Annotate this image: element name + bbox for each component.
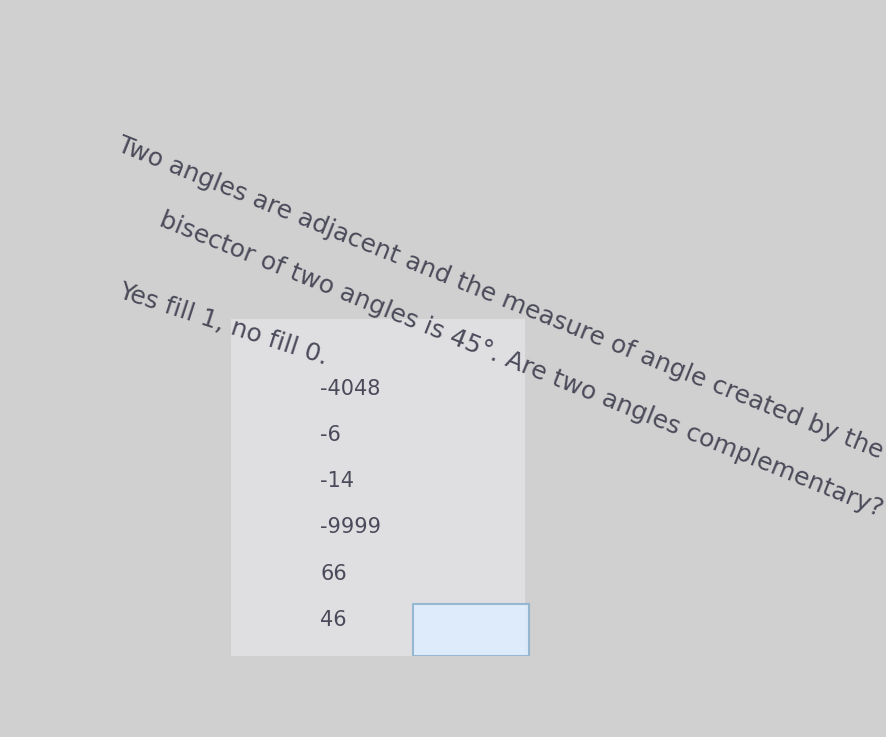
Text: Yes fill 1, no fill 0.: Yes fill 1, no fill 0. bbox=[115, 279, 330, 370]
Text: 46: 46 bbox=[320, 609, 346, 629]
FancyBboxPatch shape bbox=[413, 604, 529, 656]
Text: -14: -14 bbox=[320, 471, 354, 491]
Text: -9999: -9999 bbox=[320, 517, 381, 537]
Text: -6: -6 bbox=[320, 425, 340, 445]
Text: 66: 66 bbox=[320, 564, 346, 584]
Text: Two angles are adjacent and the measure of angle created by the: Two angles are adjacent and the measure … bbox=[113, 133, 885, 464]
Bar bbox=[230, 319, 525, 656]
Text: bisector of two angles is 45°. Are two angles complementary?: bisector of two angles is 45°. Are two a… bbox=[156, 208, 885, 522]
Text: -4048: -4048 bbox=[320, 379, 380, 399]
